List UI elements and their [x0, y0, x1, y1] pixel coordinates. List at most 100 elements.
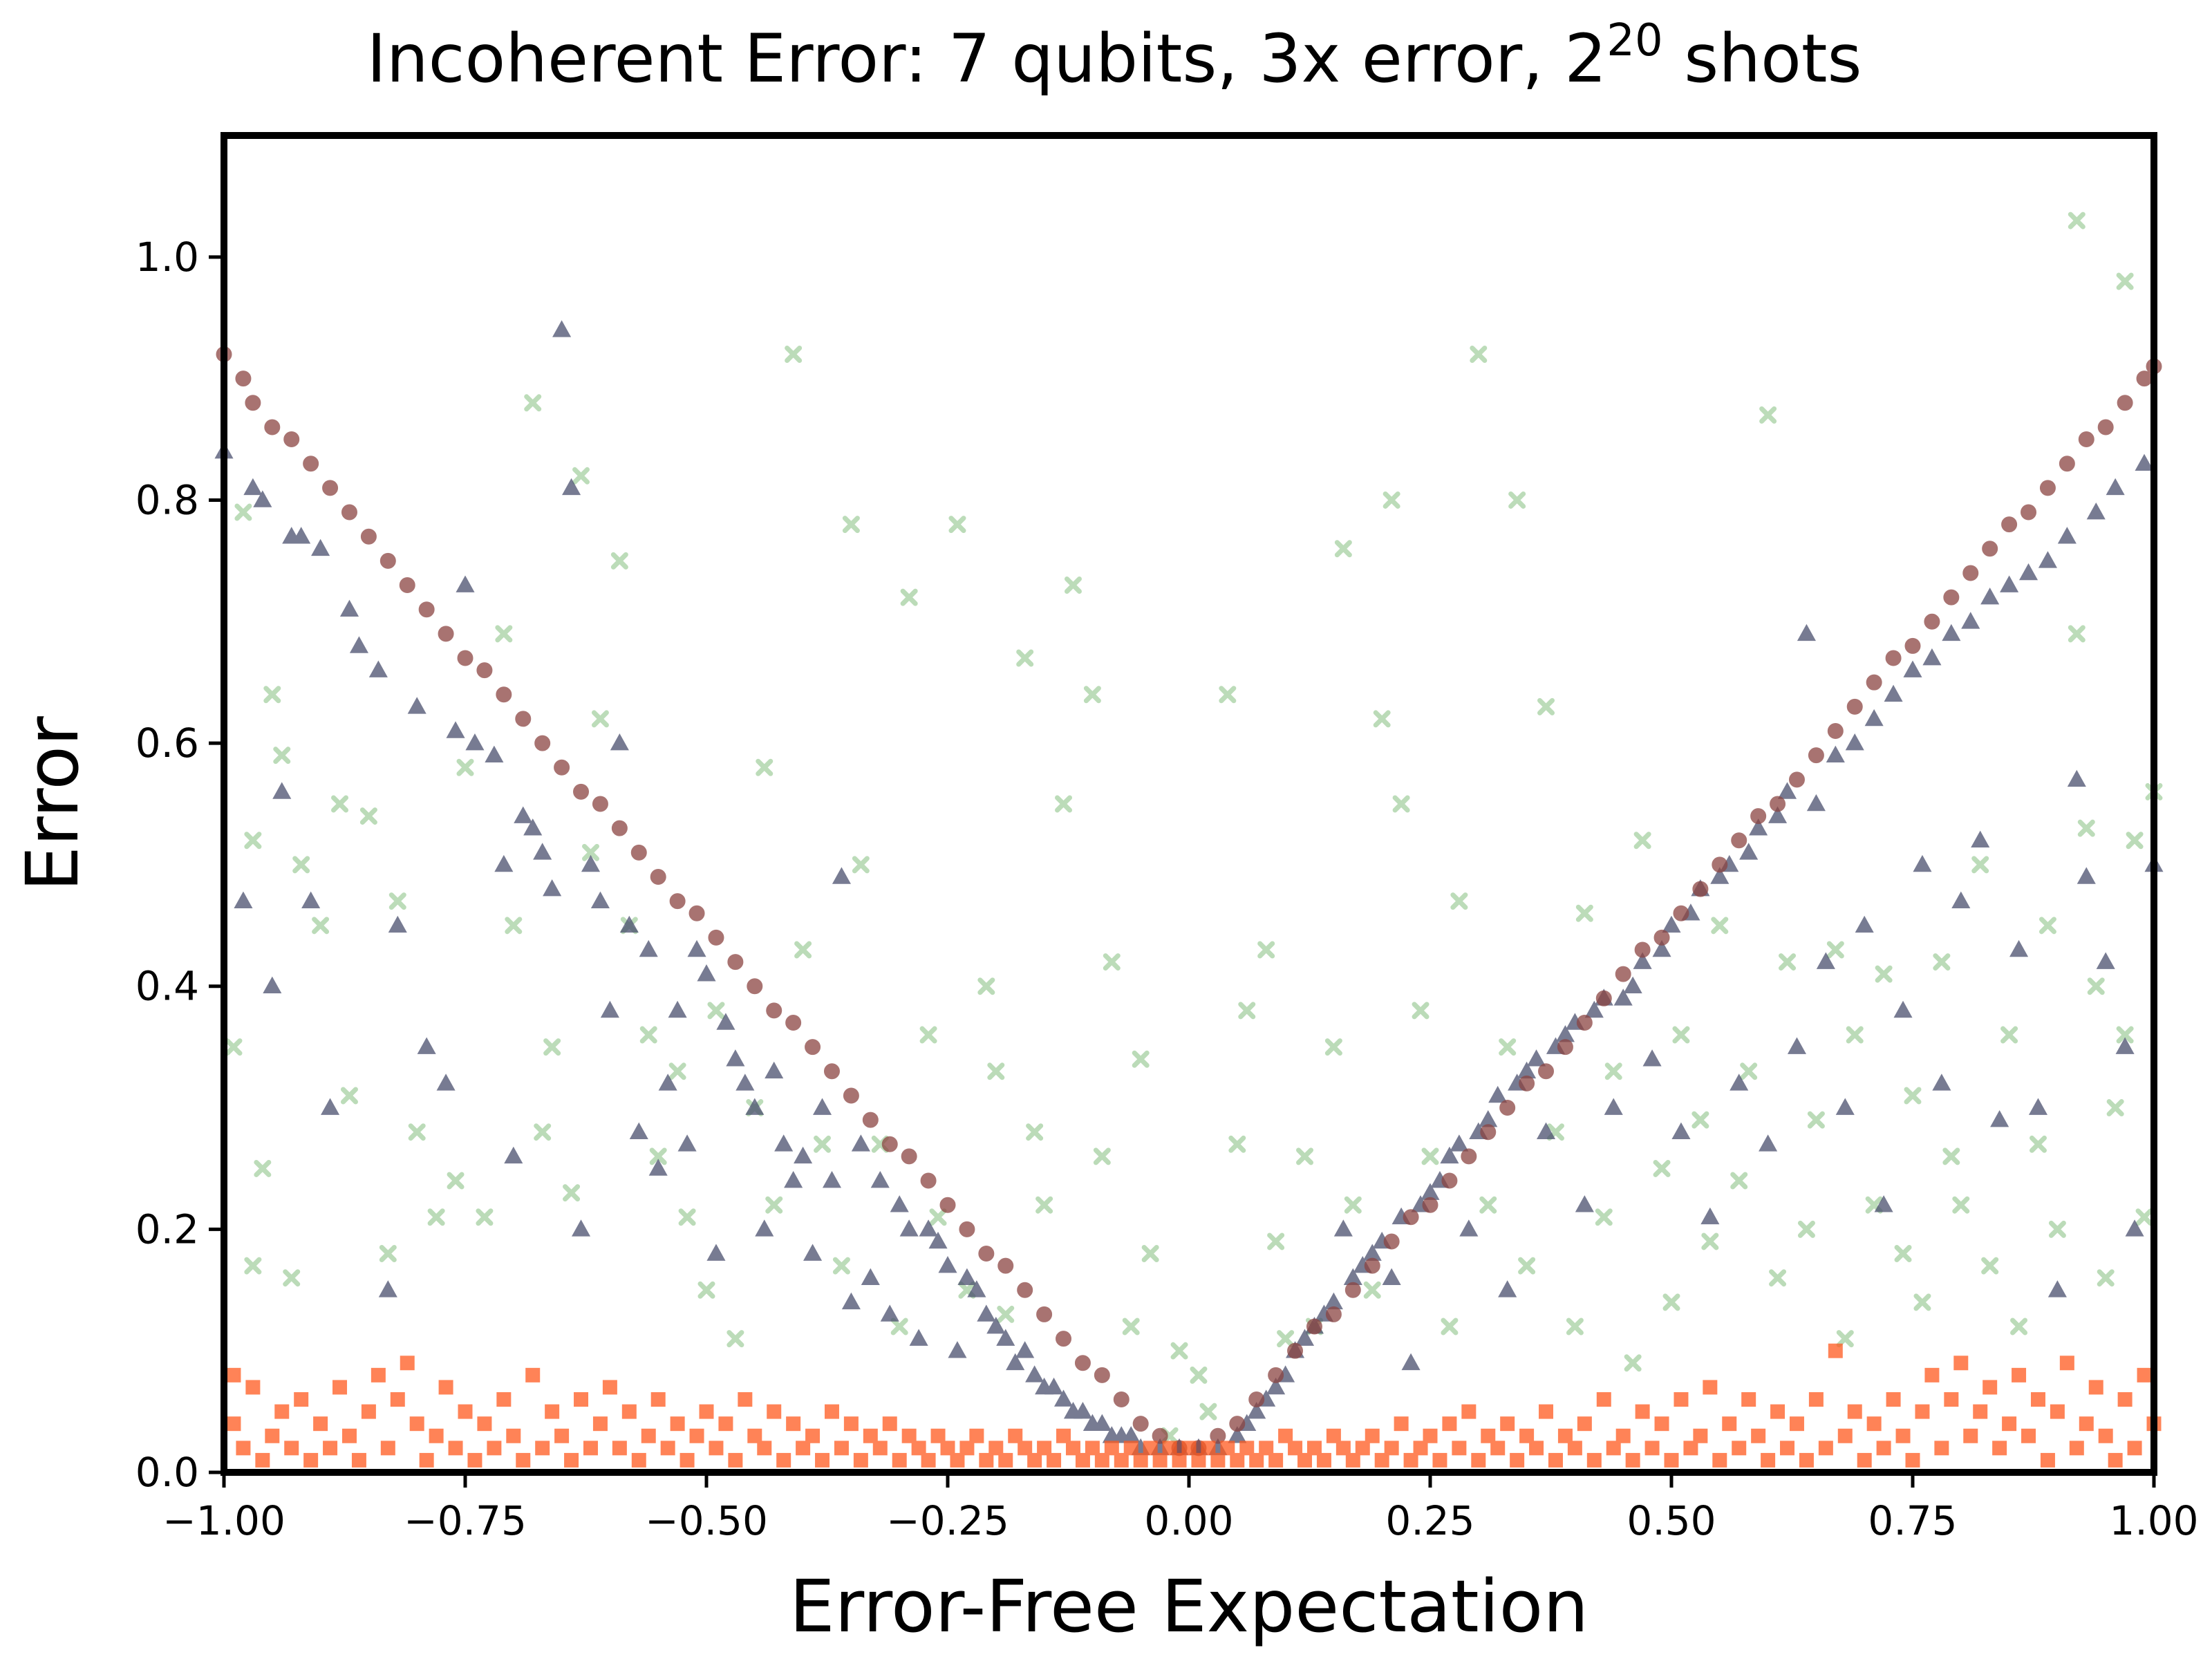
point-circle-29 [766, 1002, 782, 1019]
point-square-192 [2069, 1441, 2084, 1456]
point-x-1 [234, 503, 252, 521]
point-triangle-78 [1025, 1365, 1044, 1382]
point-x-75 [1257, 941, 1275, 959]
point-x-125 [1933, 953, 1951, 971]
point-circle-13 [457, 650, 474, 666]
point-circle-19 [573, 783, 590, 800]
point-x-31 [639, 1026, 657, 1044]
point-triangle-29 [552, 320, 572, 337]
point-square-189 [2040, 1452, 2055, 1468]
point-square-184 [1992, 1441, 2007, 1456]
point-x-74 [1238, 1002, 1256, 1020]
point-square-112 [1297, 1452, 1313, 1468]
point-square-145 [1615, 1428, 1631, 1443]
point-triangle-173 [1990, 1110, 2009, 1127]
point-square-72 [911, 1441, 926, 1456]
point-circle-34 [862, 1112, 879, 1128]
point-square-197 [2117, 1392, 2133, 1407]
point-square-168 [1837, 1428, 1853, 1443]
point-circle-96 [2059, 456, 2075, 472]
point-x-123 [1904, 1087, 1922, 1105]
point-square-157 [1732, 1441, 1747, 1456]
point-square-100 [1181, 1441, 1197, 1456]
point-circle-28 [747, 978, 763, 995]
point-triangle-66 [909, 1329, 928, 1346]
point-triangle-135 [1623, 976, 1642, 994]
point-x-141 [2116, 272, 2134, 290]
point-square-152 [1683, 1441, 1698, 1456]
x-axis-label: Error-Free Expectation [789, 1564, 1588, 1649]
point-triangle-49 [745, 1098, 765, 1115]
point-x-0 [225, 1038, 243, 1056]
point-x-44 [832, 1257, 850, 1275]
point-x-113 [1769, 1269, 1787, 1287]
point-square-34 [545, 1404, 560, 1419]
point-circle-88 [1904, 637, 1921, 654]
point-x-102 [1624, 1354, 1642, 1372]
point-triangle-151 [1777, 782, 1797, 799]
point-square-18 [390, 1392, 405, 1407]
point-triangle-21 [465, 733, 485, 751]
point-circle-61 [1383, 1233, 1400, 1250]
point-square-182 [1973, 1404, 1988, 1419]
point-triangle-81 [1053, 1389, 1074, 1407]
point-x-108 [1701, 1232, 1719, 1250]
point-square-138 [1548, 1452, 1563, 1468]
point-square-17 [380, 1441, 395, 1456]
point-square-24 [448, 1441, 463, 1456]
point-square-149 [1654, 1416, 1669, 1432]
point-x-142 [2116, 1026, 2134, 1044]
point-square-2 [236, 1441, 251, 1456]
point-square-58 [776, 1452, 791, 1468]
point-square-39 [592, 1416, 608, 1432]
point-triangle-148 [1749, 818, 1768, 836]
point-circle-41 [997, 1257, 1014, 1274]
point-triangle-104 [1324, 1292, 1343, 1310]
point-square-166 [1818, 1441, 1833, 1456]
point-triangle-110 [1382, 1268, 1401, 1285]
x-tick-label: 0.00 [1144, 1497, 1233, 1544]
point-square-6 [274, 1404, 290, 1419]
point-square-60 [796, 1441, 811, 1456]
point-square-190 [2050, 1404, 2065, 1419]
point-square-191 [2059, 1356, 2074, 1371]
point-x-91 [1470, 345, 1488, 363]
point-triangle-63 [880, 1304, 899, 1322]
point-triangle-4 [263, 976, 282, 994]
point-x-37 [727, 1330, 744, 1348]
point-square-95 [1133, 1452, 1148, 1468]
point-circle-11 [418, 601, 435, 618]
point-square-188 [2030, 1392, 2045, 1407]
point-x-35 [697, 1281, 715, 1299]
x-tick-label: 0.25 [1385, 1497, 1474, 1544]
point-circle-46 [1094, 1367, 1110, 1383]
point-triangle-118 [1459, 1219, 1479, 1237]
point-circle-94 [2021, 504, 2037, 521]
point-x-19 [476, 1208, 494, 1226]
point-circle-64 [1441, 1172, 1458, 1189]
point-square-0 [226, 1367, 241, 1382]
point-x-85 [1382, 491, 1400, 509]
point-triangle-24 [504, 1146, 523, 1164]
point-square-146 [1625, 1452, 1640, 1468]
point-triangle-155 [1816, 952, 1835, 969]
series-circle [216, 346, 2162, 1456]
point-square-139 [1557, 1428, 1573, 1443]
point-x-26 [572, 467, 590, 485]
point-square-51 [709, 1441, 724, 1456]
point-triangle-57 [822, 1170, 842, 1188]
point-circle-20 [592, 796, 608, 812]
point-triangle-27 [533, 843, 552, 860]
point-triangle-74 [986, 1316, 1006, 1334]
point-x-88 [1421, 1147, 1439, 1165]
point-circle-48 [1132, 1416, 1149, 1432]
point-square-135 [1519, 1428, 1535, 1443]
point-x-94 [1508, 491, 1526, 509]
point-square-160 [1761, 1452, 1776, 1468]
point-square-103 [1210, 1452, 1226, 1468]
point-square-140 [1567, 1441, 1582, 1456]
point-square-109 [1268, 1452, 1284, 1468]
point-circle-60 [1364, 1257, 1380, 1274]
point-circle-1 [235, 371, 252, 387]
y-tick-label: 0.6 [135, 720, 199, 767]
